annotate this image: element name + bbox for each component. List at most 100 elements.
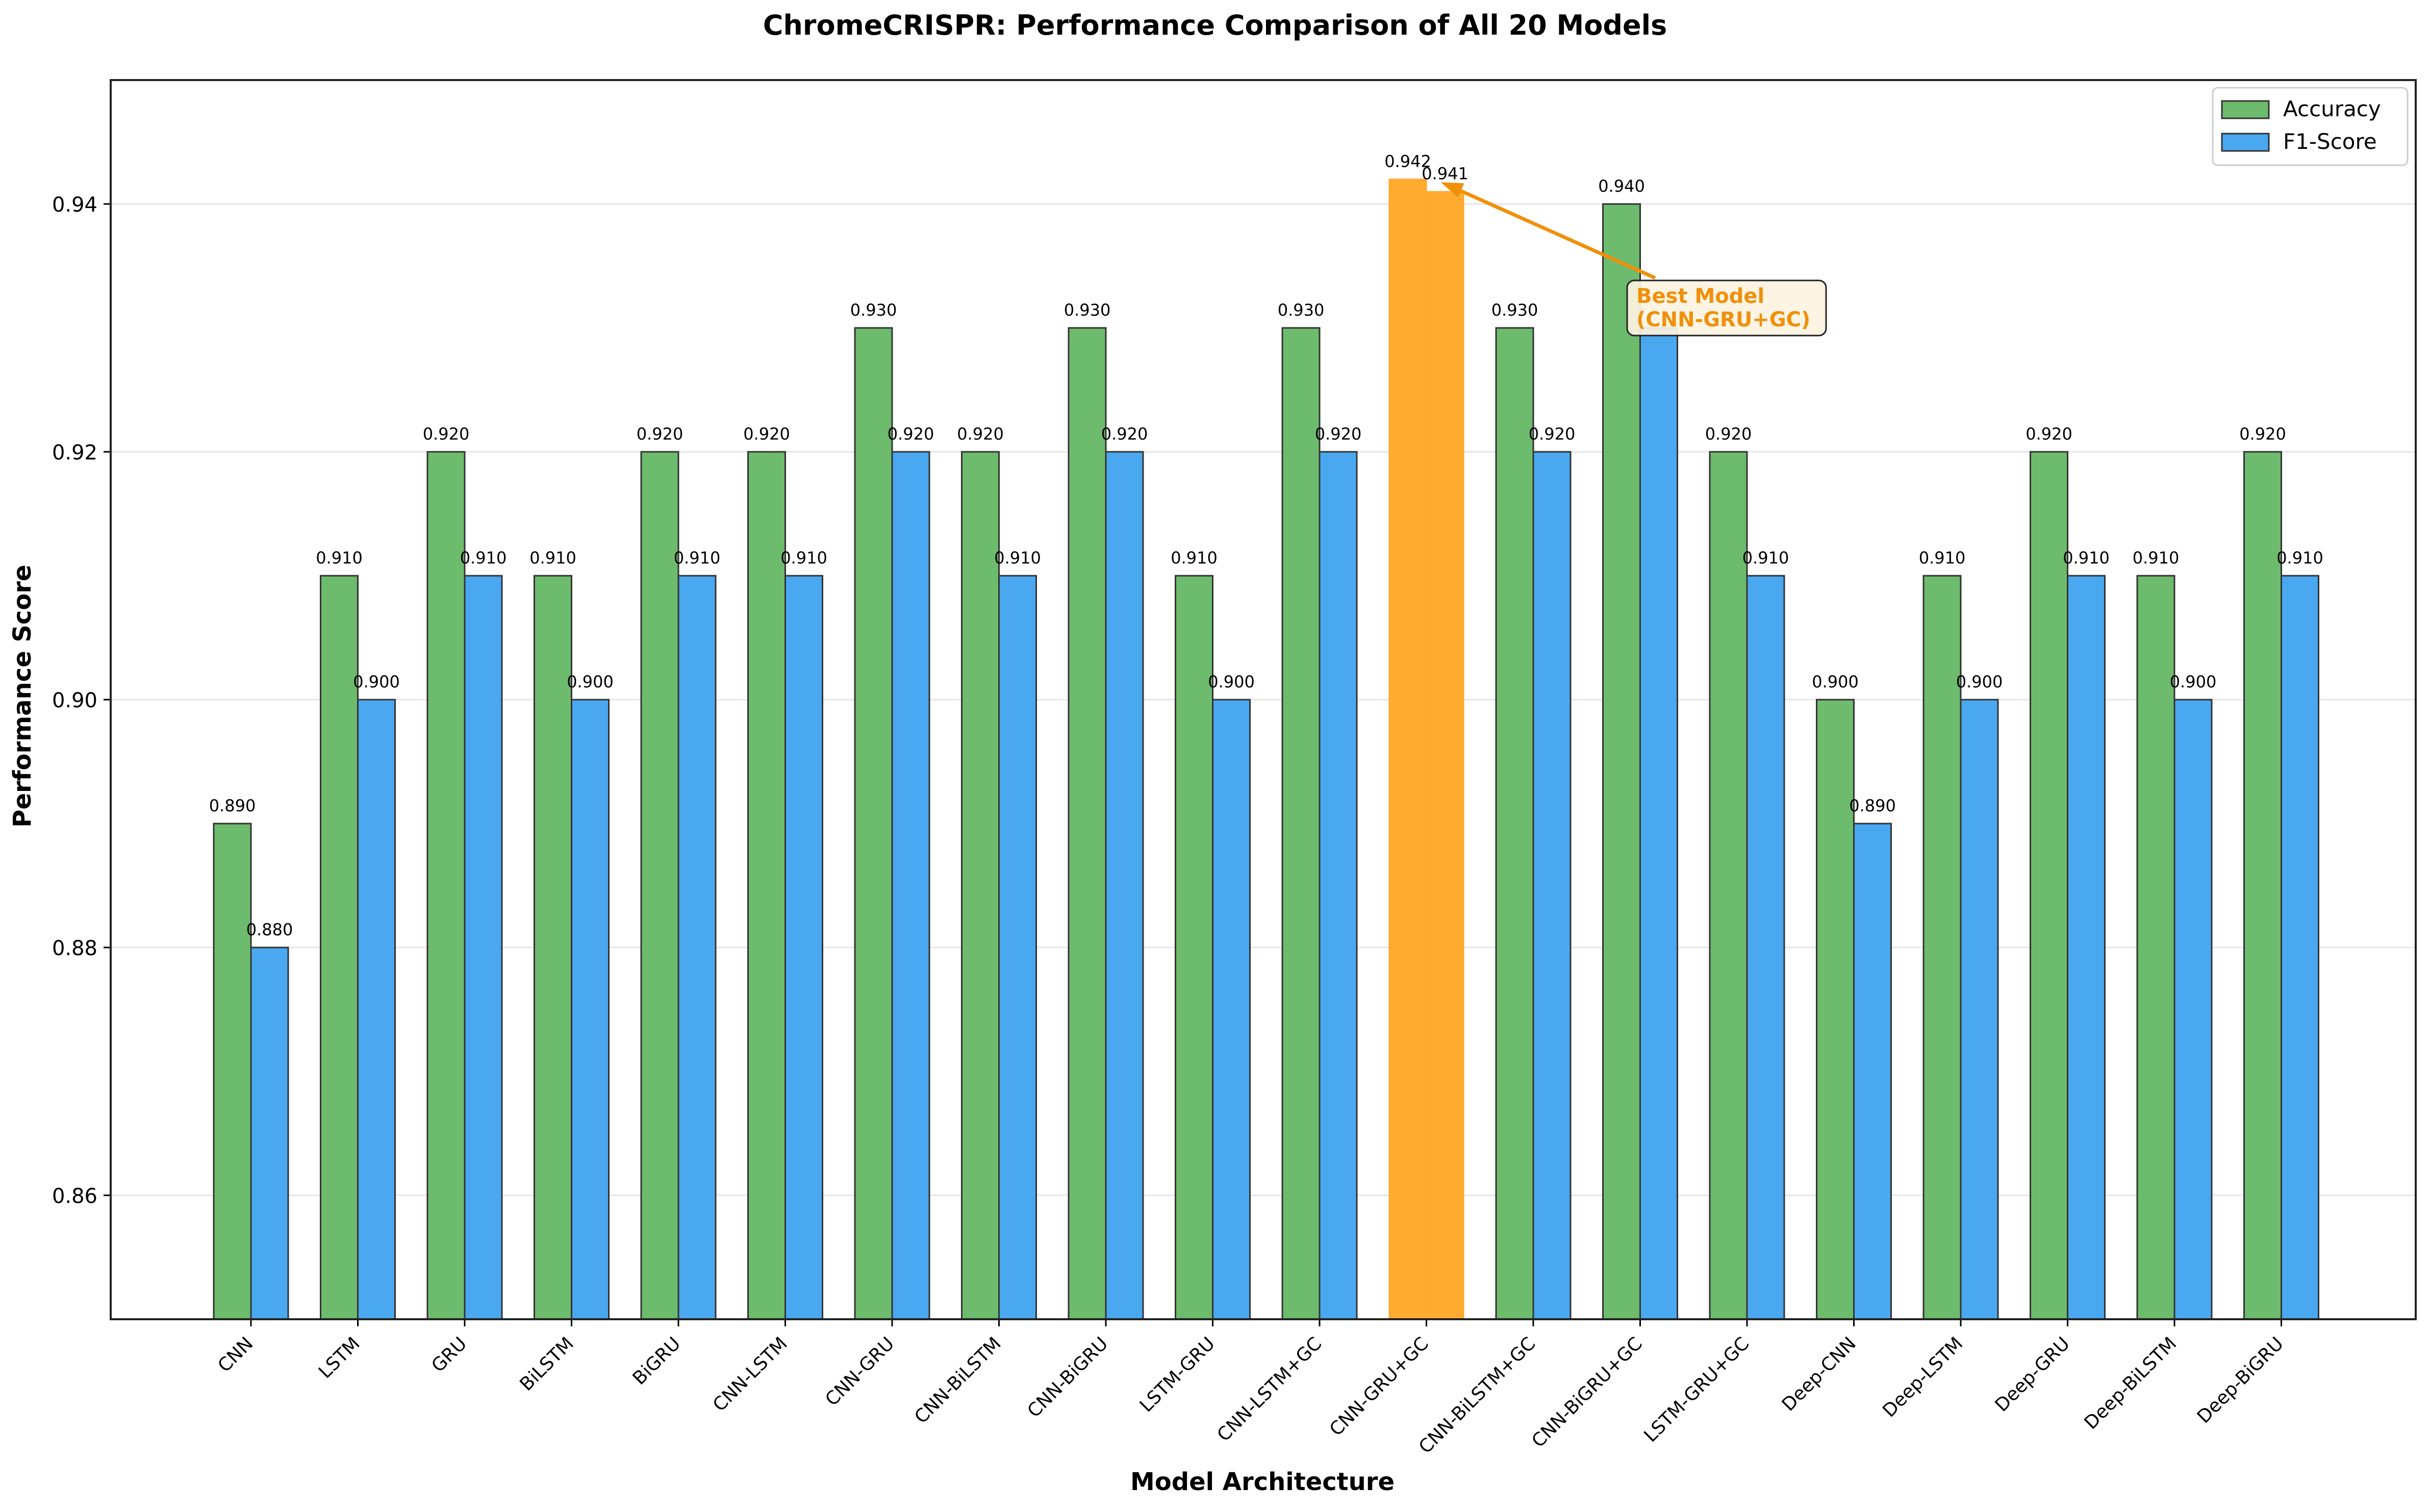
f1-label-BiLSTM: 0.900: [567, 672, 614, 691]
f1-bar-CNN-BiLSTM+GC: [1532, 451, 1572, 1320]
accuracy-bar-Deep-GRU: [2030, 451, 2068, 1320]
bars: [213, 178, 2319, 1320]
accuracy-label-BiLSTM: 0.910: [529, 548, 576, 568]
plot-frame: [110, 79, 2417, 1320]
x-tick-label-BiGRU: BiGRU: [629, 1333, 685, 1389]
accuracy-bar-Deep-CNN: [1816, 699, 1855, 1320]
f1-bar-Deep-BiGRU: [2281, 575, 2319, 1320]
x-tick-label-Deep-BiLSTM: Deep-BiLSTM: [2081, 1333, 2181, 1433]
f1-bar-BiLSTM: [571, 699, 610, 1320]
f1-bar-CNN-GRU: [891, 451, 930, 1320]
f1-label-GRU: 0.910: [460, 548, 507, 568]
f1-label-Deep-BiGRU: 0.910: [2276, 548, 2323, 568]
f1-bar-CNN-BiLSTM: [998, 575, 1037, 1320]
f1-label-CNN-BiLSTM+GC: 0.920: [1529, 424, 1576, 444]
accuracy-label-CNN: 0.890: [209, 796, 256, 815]
accuracy-bar-CNN-BiGRU: [1068, 327, 1107, 1320]
accuracy-label-BiGRU: 0.920: [637, 424, 684, 444]
x-tick-label-CNN-GRU+GC: CNN-GRU+GC: [1326, 1333, 1433, 1440]
accuracy-label-CNN-LSTM: 0.920: [743, 424, 790, 444]
f1-bar-Deep-BiLSTM: [2173, 699, 2213, 1320]
x-tick-label-Deep-LSTM: Deep-LSTM: [1879, 1333, 1967, 1421]
chart-title: ChromeCRISPR: Performance Comparison of …: [763, 9, 1667, 41]
f1-bar-GRU: [464, 575, 503, 1320]
f1-bar-LSTM-GRU: [1212, 699, 1251, 1320]
x-tick-label-CNN-BiLSTM: CNN-BiLSTM: [910, 1333, 1005, 1428]
f1-label-CNN-GRU+GC: 0.941: [1422, 164, 1469, 184]
accuracy-label-Deep-CNN: 0.900: [1812, 672, 1859, 691]
accuracy-label-LSTM-GRU+GC: 0.920: [1705, 424, 1752, 444]
accuracy-bar-CNN-LSTM: [747, 451, 786, 1320]
accuracy-label-GRU: 0.920: [423, 424, 470, 444]
f1-label-Deep-CNN: 0.890: [1849, 796, 1896, 815]
accuracy-bar-CNN-BiGRU+GC: [1602, 203, 1641, 1320]
x-tick-label-CNN-LSTM: CNN-LSTM: [709, 1333, 792, 1416]
accuracy-bar-Deep-BiLSTM: [2136, 575, 2175, 1320]
x-tick-label-CNN-GRU: CNN-GRU: [821, 1333, 898, 1410]
accuracy-label-CNN-BiLSTM: 0.920: [957, 424, 1004, 444]
accuracy-bar-GRU: [426, 451, 466, 1320]
f1-bar-CNN: [250, 946, 289, 1320]
accuracy-label-Deep-GRU: 0.920: [2026, 424, 2072, 444]
f1-bar-Deep-LSTM: [1960, 699, 1999, 1320]
accuracy-bar-CNN-LSTM+GC: [1281, 327, 1321, 1320]
f1-label-BiGRU: 0.910: [674, 548, 721, 568]
accuracy-bar-Deep-BiGRU: [2243, 451, 2282, 1320]
x-tick-label-GRU: GRU: [427, 1333, 471, 1376]
x-tick-label-LSTM-GRU: LSTM-GRU: [1136, 1333, 1219, 1416]
legend-swatch-Accuracy: [2221, 100, 2270, 119]
annotation-text: (CNN-GRU+GC): [1636, 308, 1810, 331]
best-model-annotation: Best Model(CNN-GRU+GC): [1440, 182, 1827, 337]
accuracy-bar-CNN-GRU+GC: [1388, 178, 1427, 1320]
f1-bar-BiGRU: [677, 575, 717, 1320]
x-tick-label-CNN-BiGRU+GC: CNN-BiGRU+GC: [1528, 1333, 1647, 1452]
accuracy-bar-BiLSTM: [534, 575, 572, 1320]
legend-label-Accuracy: Accuracy: [2283, 96, 2381, 121]
x-axis-label: Model Architecture: [1130, 1468, 1395, 1496]
accuracy-label-Deep-LSTM: 0.910: [1919, 548, 1966, 568]
x-tick-label-Deep-GRU: Deep-GRU: [1991, 1333, 2074, 1416]
f1-bar-LSTM: [357, 699, 396, 1320]
y-tick-label: 0.86: [52, 1185, 97, 1208]
data-labels: 0.890 0.880 0.910 0.900 0.920 0.910 0.910 0.900…: [209, 151, 2323, 939]
accuracy-bar-LSTM-GRU: [1175, 575, 1213, 1320]
f1-bar-CNN-LSTM+GC: [1319, 451, 1358, 1320]
annotation-text: Best Model: [1636, 285, 1764, 308]
accuracy-label-CNN-GRU: 0.930: [850, 300, 897, 320]
f1-bar-CNN-BiGRU+GC: [1639, 327, 1678, 1320]
accuracy-bar-CNN: [213, 823, 252, 1320]
legend-label-F1-Score: F1-Score: [2283, 129, 2377, 154]
accuracy-bar-Deep-LSTM: [1922, 575, 1962, 1320]
f1-label-CNN-BiLSTM: 0.910: [994, 548, 1041, 568]
x-tick-label-CNN-BiGRU: CNN-BiGRU: [1024, 1333, 1112, 1422]
f1-bar-CNN-GRU+GC: [1426, 191, 1464, 1320]
f1-label-CNN-LSTM+GC: 0.920: [1315, 424, 1362, 444]
accuracy-bar-CNN-BiLSTM+GC: [1495, 327, 1534, 1320]
accuracy-bar-LSTM-GRU+GC: [1709, 451, 1748, 1320]
y-tick-label: 0.90: [52, 689, 97, 712]
f1-label-Deep-BiLSTM: 0.900: [2170, 672, 2217, 691]
y-tick-label: 0.88: [52, 937, 97, 960]
f1-bar-CNN-BiGRU: [1105, 451, 1144, 1320]
y-tick-label: 0.92: [52, 441, 97, 465]
legend: Accuracy F1-Score: [2212, 87, 2409, 166]
x-tick-label-LSTM-GRU+GC: LSTM-GRU+GC: [1640, 1333, 1754, 1446]
accuracy-bar-CNN-BiLSTM: [961, 451, 1000, 1320]
accuracy-label-CNN-GRU+GC: 0.942: [1384, 151, 1431, 171]
f1-label-Deep-LSTM: 0.900: [1956, 672, 2003, 691]
accuracy-label-Deep-BiLSTM: 0.910: [2133, 548, 2180, 568]
f1-bar-Deep-CNN: [1853, 823, 1892, 1320]
f1-label-CNN-BiGRU: 0.920: [1101, 424, 1148, 444]
x-tick-label-Deep-BiGRU: Deep-BiGRU: [2193, 1333, 2288, 1427]
y-axis-label: Performance Score: [8, 565, 37, 827]
accuracy-bar-CNN-GRU: [854, 327, 893, 1320]
f1-label-LSTM-GRU+GC: 0.910: [1742, 548, 1789, 568]
accuracy-bar-BiGRU: [640, 451, 679, 1320]
f1-bar-LSTM-GRU+GC: [1746, 575, 1785, 1320]
accuracy-label-Deep-BiGRU: 0.920: [2239, 424, 2286, 444]
f1-bar-CNN-LSTM: [784, 575, 823, 1320]
accuracy-bar-LSTM: [320, 575, 359, 1320]
x-tick-label-BiLSTM: BiLSTM: [516, 1333, 577, 1395]
f1-label-CNN-LSTM: 0.910: [780, 548, 827, 568]
